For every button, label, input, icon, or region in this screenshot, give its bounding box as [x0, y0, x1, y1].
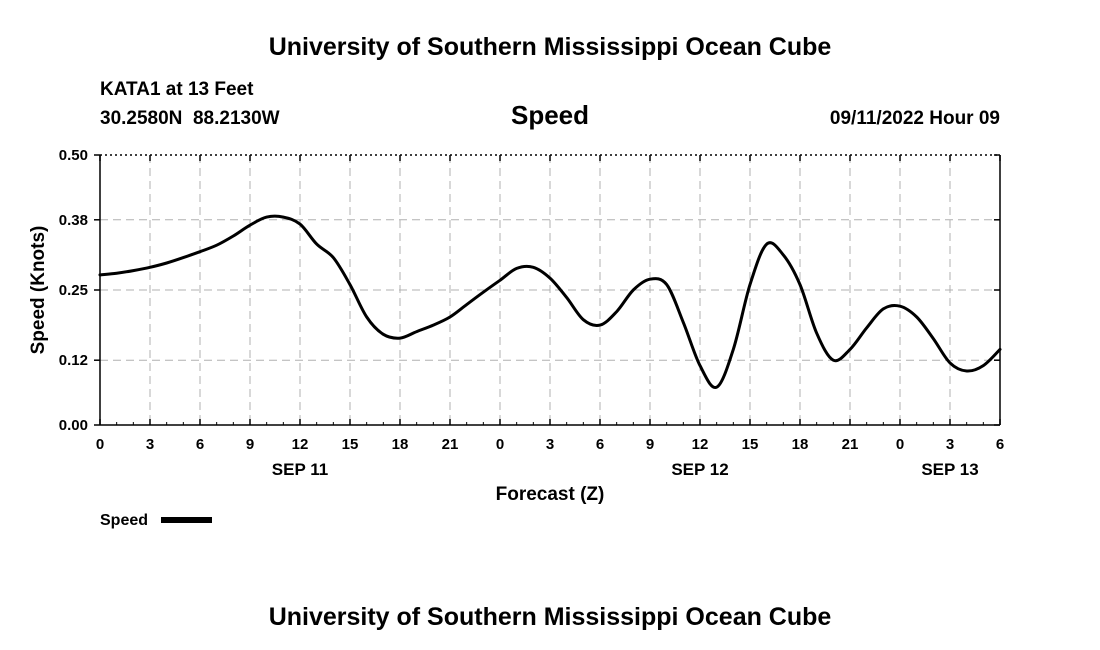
top-title: University of Southern Mississippi Ocean…: [269, 33, 832, 61]
series-lines: [98, 214, 1002, 389]
chart-title: Speed: [511, 100, 589, 130]
x-tick-label: 3: [946, 436, 954, 453]
date-label: SEP 12: [671, 460, 728, 479]
date-label: SEP 11: [272, 460, 328, 479]
x-tick-label: 21: [442, 436, 459, 453]
legend-swatch: [161, 517, 212, 523]
bottom-title: University of Southern Mississippi Ocean…: [269, 603, 832, 631]
coords-label: 30.2580N 88.2130W: [100, 108, 280, 129]
y-tick-label: 0.00: [59, 417, 88, 434]
legend: Speed: [100, 512, 212, 529]
x-tick-label: 21: [842, 436, 859, 453]
x-tick-label: 0: [96, 436, 104, 453]
axes: [94, 154, 1001, 426]
station-label: KATA1 at 13 Feet: [100, 79, 254, 100]
y-tick-label: 0.50: [59, 147, 88, 164]
x-tick-label: 3: [146, 436, 154, 453]
y-tick-label: 0.25: [59, 282, 88, 299]
x-tick-label: 15: [342, 436, 359, 453]
timestamp-label: 09/11/2022 Hour 09: [830, 108, 1000, 129]
x-tick-label: 9: [246, 436, 254, 453]
y-tick-label: 0.12: [59, 352, 88, 369]
x-tick-label: 12: [692, 436, 709, 453]
x-tick-label: 12: [292, 436, 309, 453]
legend-label: Speed: [100, 512, 148, 529]
y-tick-label: 0.38: [59, 212, 88, 229]
grid-lines: [100, 154, 1000, 425]
x-axis-label: Forecast (Z): [496, 484, 605, 505]
tick-labels: 0 3 6 9 12 15 18 21 0 3 6 9 12 15 18 21 0 3 6 0.00 0.12 0.25 0…: [59, 147, 1004, 479]
x-tick-label: 18: [792, 436, 809, 453]
x-tick-label: 6: [996, 436, 1004, 453]
x-tick-label: 6: [196, 436, 204, 453]
date-label: SEP 13: [921, 460, 978, 479]
x-tick-label: 3: [546, 436, 554, 453]
x-tick-label: 0: [896, 436, 904, 453]
x-tick-label: 9: [646, 436, 654, 453]
x-tick-label: 6: [596, 436, 604, 453]
x-tick-label: 0: [496, 436, 504, 453]
y-axis-label: Speed (Knots): [28, 226, 49, 355]
x-tick-label: 18: [392, 436, 409, 453]
x-tick-label: 15: [742, 436, 759, 453]
